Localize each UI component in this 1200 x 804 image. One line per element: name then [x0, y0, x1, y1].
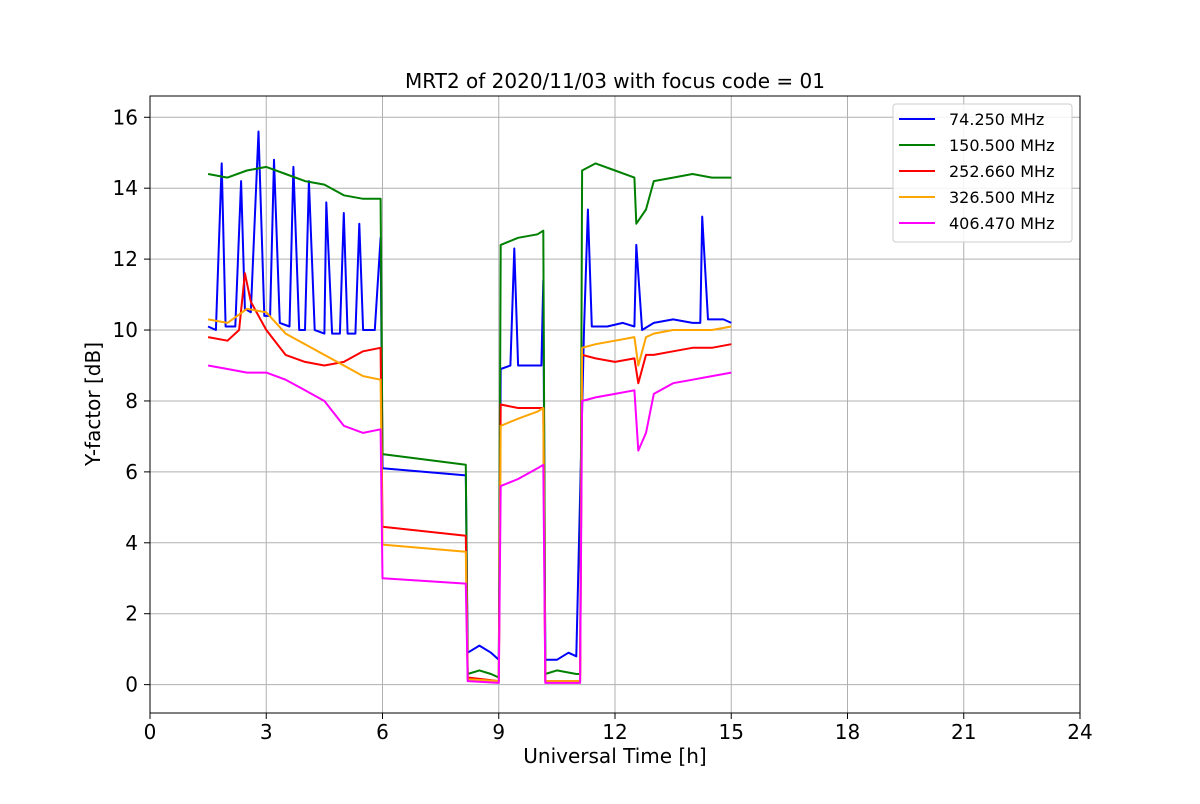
x-tick-label: 9 [492, 720, 505, 744]
x-tick-label: 0 [144, 720, 157, 744]
legend: 74.250 MHz 150.500 MHz 252.660 MHz 326.500 … [892, 103, 1073, 243]
x-tick-label: 15 [719, 720, 744, 744]
y-tick-label: 0 [125, 673, 138, 697]
x-tick-label: 12 [602, 720, 627, 744]
series-line-1 [207, 162, 732, 679]
legend-label: 252.660 MHz [949, 162, 1054, 181]
legend-label: 150.500 MHz [949, 136, 1054, 155]
series-line-3 [207, 307, 732, 683]
chart-title: MRT2 of 2020/11/03 with focus code = 01 [405, 69, 825, 93]
series-line-2 [207, 272, 732, 683]
y-tick-label: 12 [113, 247, 138, 271]
series-line-4 [207, 364, 732, 684]
x-tick-label: 18 [835, 720, 860, 744]
legend-label: 326.500 MHz [949, 188, 1054, 207]
x-axis-label: Universal Time [h] [523, 744, 706, 768]
y-tick-label: 14 [113, 176, 138, 200]
x-tick-label: 24 [1067, 720, 1092, 744]
legend-label: 406.470 MHz [949, 214, 1054, 233]
x-tick-label: 21 [951, 720, 976, 744]
legend-box [892, 103, 1073, 243]
legend-label: 74.250 MHz [949, 110, 1044, 129]
y-tick-label: 2 [125, 602, 138, 626]
y-axis-label: Y-factor [dB] [81, 342, 105, 467]
y-tick-label: 16 [113, 105, 138, 129]
series-layer [207, 130, 732, 684]
y-tick-label: 8 [125, 389, 138, 413]
y-tick-label: 4 [125, 531, 138, 555]
y-tick-label: 10 [113, 318, 138, 342]
x-tick-label: 6 [376, 720, 389, 744]
x-tick-label: 3 [260, 720, 273, 744]
y-tick-label: 6 [125, 460, 138, 484]
